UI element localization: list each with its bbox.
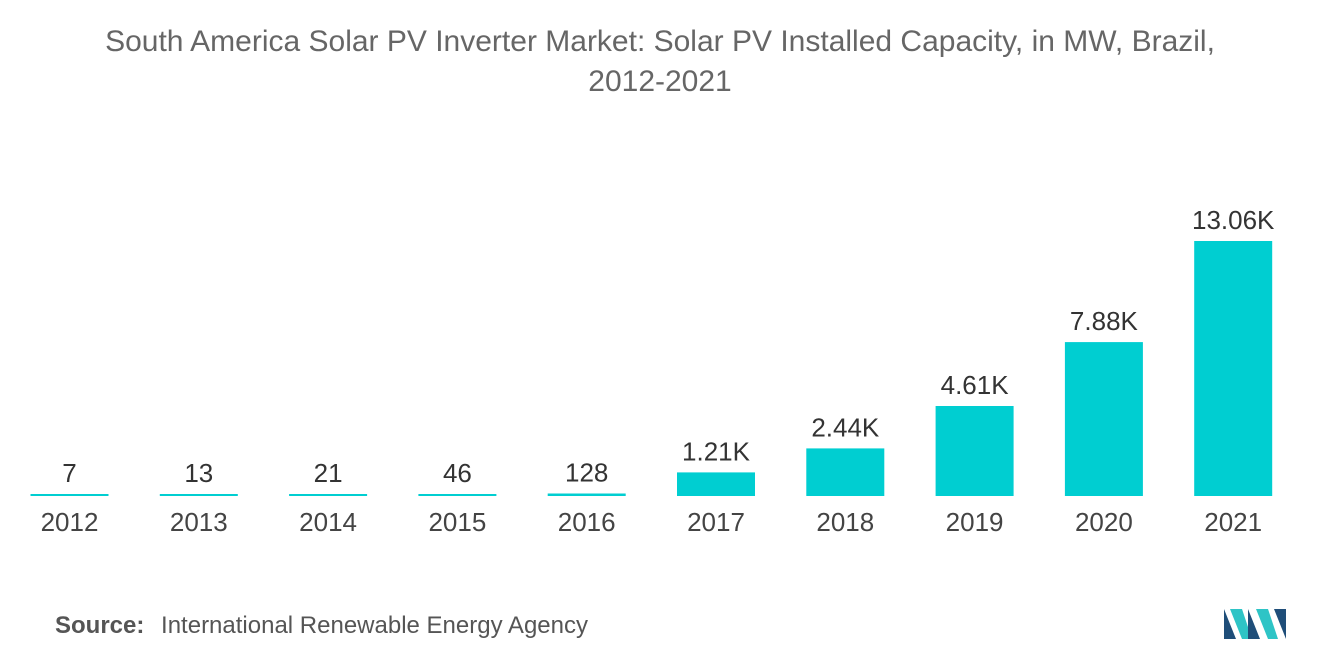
chart-title-line-2: 2012-2021 xyxy=(588,65,732,98)
bar-2015 xyxy=(418,494,497,496)
x-tick-label-2016: 2016 xyxy=(558,507,616,537)
bar-2016 xyxy=(547,493,626,496)
source-label: Source: xyxy=(55,612,145,639)
x-tick-label-2015: 2015 xyxy=(428,507,486,537)
data-label-2019: 4.61K xyxy=(941,370,1010,400)
chart-title-line-1: South America Solar PV Inverter Market: … xyxy=(105,25,1215,58)
x-tick-label-2020: 2020 xyxy=(1075,507,1133,537)
data-label-2015: 46 xyxy=(443,458,472,488)
x-tick-label-2012: 2012 xyxy=(41,507,99,537)
source-note: Source: International Renewable Energy A… xyxy=(55,612,588,640)
data-label-2012: 7 xyxy=(62,458,76,488)
x-tick-label-2021: 2021 xyxy=(1204,507,1262,537)
bar-chart: 7 2012 13 2013 21 2014 46 2015 128 2016 1.21K 2017 2… xyxy=(30,205,1275,537)
bar-2021 xyxy=(1194,241,1273,496)
bar-2019 xyxy=(935,406,1014,496)
data-label-2018: 2.44K xyxy=(811,412,880,442)
source-text: International Renewable Energy Agency xyxy=(161,612,588,639)
x-tick-label-2019: 2019 xyxy=(946,507,1004,537)
mordor-intelligence-logo-icon xyxy=(1224,609,1286,639)
data-label-2014: 21 xyxy=(314,458,343,488)
bar-2013 xyxy=(159,494,238,496)
bar-2017 xyxy=(677,472,755,496)
chart-title: South America Solar PV Inverter Market: … xyxy=(0,22,1320,102)
bar-2012 xyxy=(30,494,109,496)
bar-2020 xyxy=(1064,342,1143,496)
x-tick-label-2017: 2017 xyxy=(687,507,745,537)
data-label-2021: 13.06K xyxy=(1192,205,1275,235)
x-tick-label-2014: 2014 xyxy=(299,507,357,537)
bar-2014 xyxy=(289,494,368,496)
data-label-2016: 128 xyxy=(565,458,608,488)
data-label-2013: 13 xyxy=(184,458,213,488)
x-tick-label-2018: 2018 xyxy=(816,507,874,537)
data-label-2017: 1.21K xyxy=(682,436,751,466)
data-label-2020: 7.88K xyxy=(1070,306,1139,336)
bar-2018 xyxy=(806,448,885,496)
x-tick-label-2013: 2013 xyxy=(170,507,228,537)
